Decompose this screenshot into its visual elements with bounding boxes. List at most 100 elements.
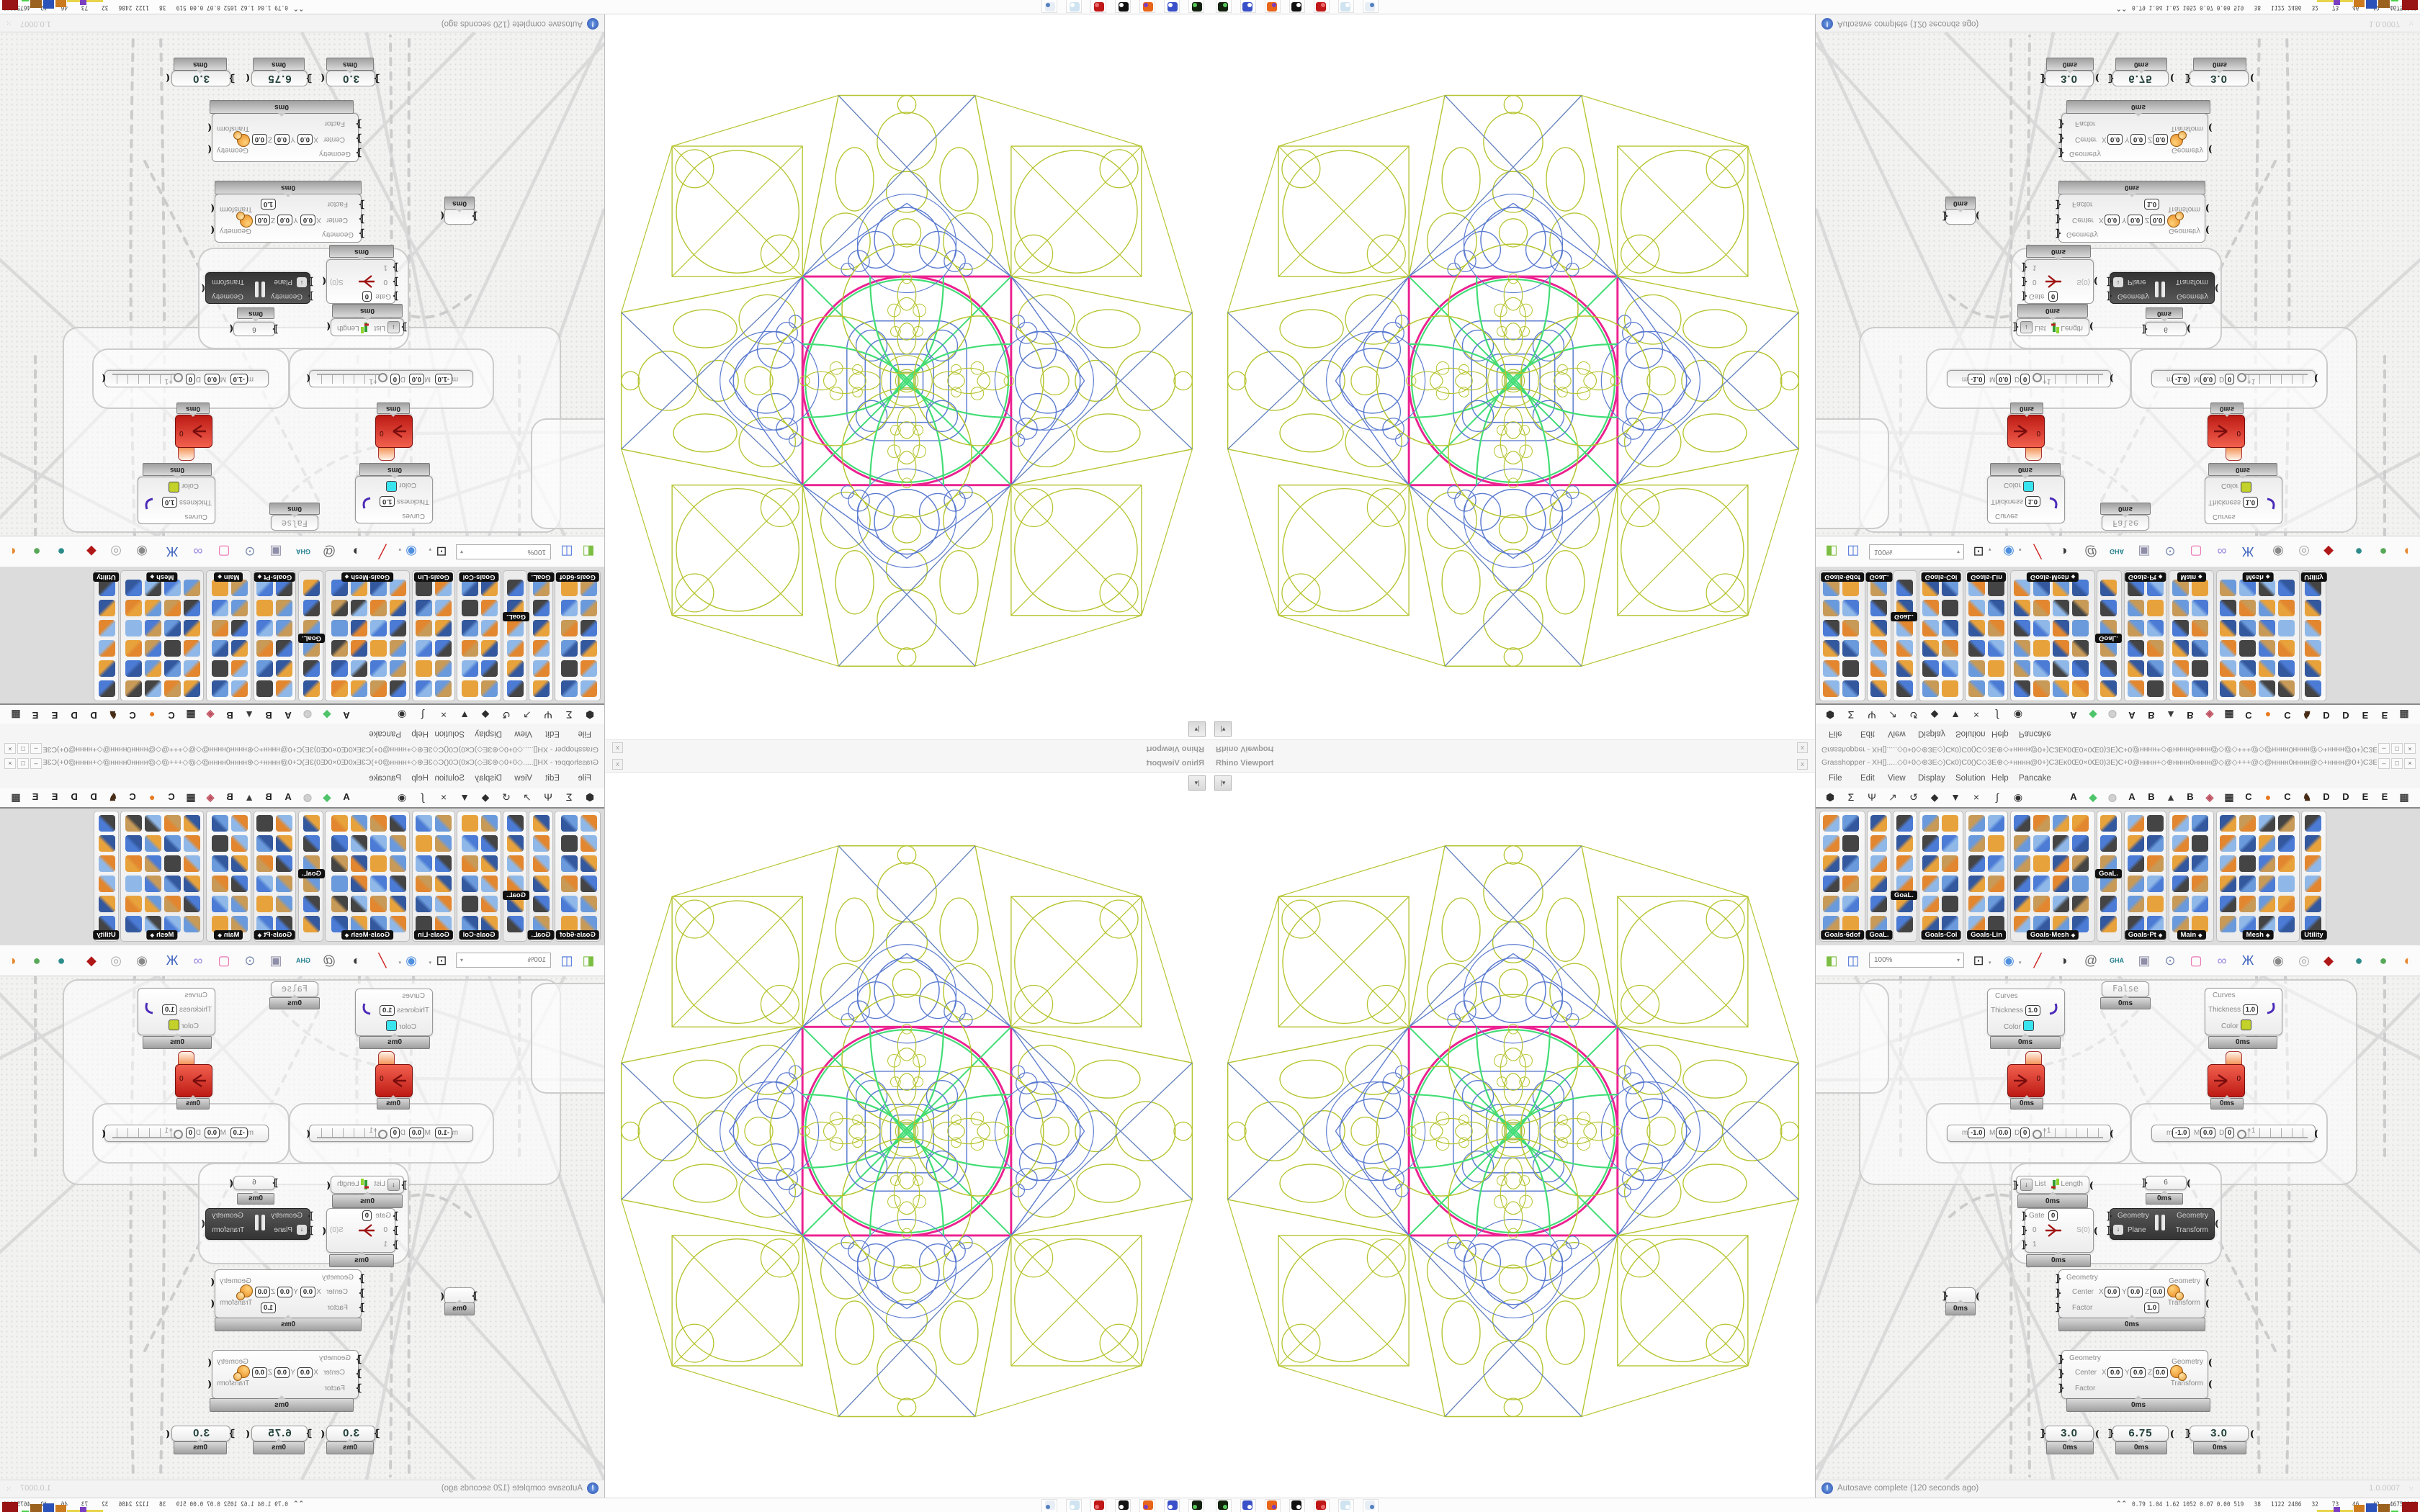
chevron-down-icon[interactable]: ▾: [398, 960, 401, 966]
component-icon[interactable]: [2072, 876, 2089, 892]
component-icon[interactable]: [2014, 916, 2030, 932]
palette-label-Main[interactable]: Main◆: [2177, 930, 2206, 940]
component-icon[interactable]: [2014, 896, 2030, 912]
component-icon[interactable]: [581, 876, 597, 892]
checker-tab-icon[interactable]: ▩: [2399, 709, 2409, 721]
component-icon[interactable]: [2072, 896, 2089, 912]
component-icon[interactable]: [1896, 660, 1913, 677]
plugin-tab-c-11[interactable]: C: [129, 710, 136, 721]
ellipse-tab-icon[interactable]: ●: [2264, 791, 2272, 803]
component-icon[interactable]: [1896, 580, 1913, 596]
component-icon[interactable]: [2259, 600, 2275, 616]
component-icon[interactable]: [2014, 876, 2030, 892]
number-slider[interactable]: ⦄ 3.0 ⦅: [2040, 1426, 2099, 1441]
mesh-icon[interactable]: ▼: [1950, 709, 1960, 721]
solver-component-error[interactable]: 0: [2208, 1064, 2245, 1097]
menu-view[interactable]: View: [1888, 729, 1906, 738]
maths-icon[interactable]: Σ: [565, 709, 573, 721]
component-icon[interactable]: [533, 835, 550, 852]
component-icon[interactable]: [507, 855, 524, 872]
floppy-64-app-icon[interactable]: [1164, 1499, 1180, 1512]
slider-track[interactable]: +1: [112, 1127, 183, 1139]
component-icon[interactable]: [2278, 896, 2295, 912]
component-icon[interactable]: [331, 855, 348, 872]
color-swatch[interactable]: [169, 1020, 180, 1030]
params-icon[interactable]: ⬢: [585, 709, 595, 721]
component-icon[interactable]: [125, 580, 142, 596]
component-icon[interactable]: [2172, 620, 2189, 636]
component-icon[interactable]: [2014, 580, 2030, 596]
domain-max[interactable]: 0.0: [408, 1128, 424, 1138]
number-panel[interactable]: ⦄ 6 ⦅: [2141, 322, 2190, 336]
component-icon[interactable]: [2147, 680, 2164, 697]
domain-max[interactable]: 0.0: [1996, 1128, 2012, 1138]
resize-grip[interactable]: ⁙: [5, 1485, 12, 1493]
component-icon[interactable]: [1968, 680, 1985, 697]
palette-label-Goals-Lin[interactable]: Goals-Lin: [1967, 930, 2006, 940]
component-icon[interactable]: [1968, 835, 1985, 852]
component-icon[interactable]: [581, 620, 597, 636]
center-z-value[interactable]: 0.0: [254, 215, 270, 225]
thickness-value[interactable]: 1.0: [2025, 496, 2041, 507]
domain-slider[interactable]: m -1.0 M 0.0 D 0 +1 ⦅: [2151, 1125, 2318, 1142]
plugin-tab-e-15[interactable]: E: [2362, 710, 2369, 721]
palette-dropdown-icon[interactable]: ◆: [2158, 574, 2163, 579]
plugin-tab-a-0[interactable]: A: [343, 710, 350, 721]
palette-label-Goals-6dof[interactable]: Goals-6dof: [1821, 930, 1864, 940]
gate-value[interactable]: 0: [2048, 1210, 2058, 1221]
plugin-tab-d-13[interactable]: D: [2323, 710, 2330, 721]
component-icon[interactable]: [561, 620, 578, 636]
component-icon[interactable]: [99, 680, 115, 697]
firefox-app-icon[interactable]: [1139, 0, 1155, 13]
component-icon[interactable]: [462, 835, 478, 852]
component-icon[interactable]: [145, 815, 161, 832]
component-icon[interactable]: [164, 680, 181, 697]
component-icon[interactable]: [184, 916, 200, 932]
component-icon[interactable]: [256, 620, 273, 636]
at-document-icon[interactable]: @: [2084, 953, 2098, 968]
component-icon[interactable]: [2014, 855, 2030, 872]
component-icon[interactable]: [2239, 660, 2256, 677]
component-icon[interactable]: [2014, 835, 2030, 852]
palette-label-Goals-Lin[interactable]: Goals-Lin: [1967, 572, 2006, 582]
transform-icon[interactable]: ∫: [1996, 791, 1999, 803]
palette-dropdown-icon[interactable]: ◆: [2265, 933, 2270, 938]
component-icon[interactable]: [2072, 680, 2089, 697]
center-x-value[interactable]: 0.0: [300, 215, 315, 225]
mountain-tab-icon[interactable]: ▲: [244, 709, 254, 721]
gem-red-icon[interactable]: ◆: [86, 544, 97, 559]
component-icon[interactable]: [2172, 876, 2189, 892]
component-icon[interactable]: [462, 580, 478, 596]
ribbons-icon[interactable]: Ж: [166, 953, 179, 968]
params-icon[interactable]: ⬢: [585, 791, 595, 803]
component-icon[interactable]: [2220, 660, 2236, 677]
component-icon[interactable]: [231, 600, 248, 616]
component-icon[interactable]: [507, 580, 524, 596]
component-icon[interactable]: [164, 855, 181, 872]
component-icon[interactable]: [1922, 600, 1939, 616]
thickness-value[interactable]: 1.0: [2025, 1005, 2041, 1016]
component-icon[interactable]: [212, 855, 228, 872]
plugin-tab-d-14[interactable]: D: [2342, 791, 2349, 802]
component-icon[interactable]: [2278, 680, 2295, 697]
component-icon[interactable]: [1823, 640, 1839, 657]
list-length-component[interactable]: ⦄ ↓ List Length ⦅: [2012, 1176, 2093, 1194]
grasshopper-titlebar[interactable]: Grasshopper - XH[].....◇0+0◇⊛3E◇)Cκ0)C0(…: [0, 756, 604, 770]
center-y-value[interactable]: 0.0: [2130, 1367, 2146, 1378]
component-icon[interactable]: [164, 876, 181, 892]
plugin-tab-a-0[interactable]: A: [2070, 710, 2077, 721]
component-icon[interactable]: [507, 620, 524, 636]
palette-dropdown-icon[interactable]: ◆: [150, 933, 155, 938]
component-icon[interactable]: [145, 680, 161, 697]
component-icon[interactable]: [99, 815, 115, 832]
red-badge-app-icon[interactable]: [1090, 1499, 1106, 1512]
transform-component-selected[interactable]: ⦄ ⦄ Geometry Geometry ↓ Plane Transform …: [202, 272, 314, 304]
component-icon[interactable]: [561, 580, 578, 596]
component-icon[interactable]: [2053, 680, 2069, 697]
component-icon[interactable]: [581, 855, 597, 872]
display-icon[interactable]: ◉: [397, 791, 407, 803]
calculator-app-icon[interactable]: [1041, 1499, 1057, 1512]
stream-gate-component[interactable]: ⦄ ⦄ ⦄ Gate 0 0 1 S(0) ⦅: [323, 1208, 399, 1253]
custom-preview-component[interactable]: Curves Thickness 1.0 Color: [2205, 988, 2282, 1035]
domain-slider[interactable]: m -1.0 M 0.0 D 0 +1 ⦅: [102, 370, 269, 387]
